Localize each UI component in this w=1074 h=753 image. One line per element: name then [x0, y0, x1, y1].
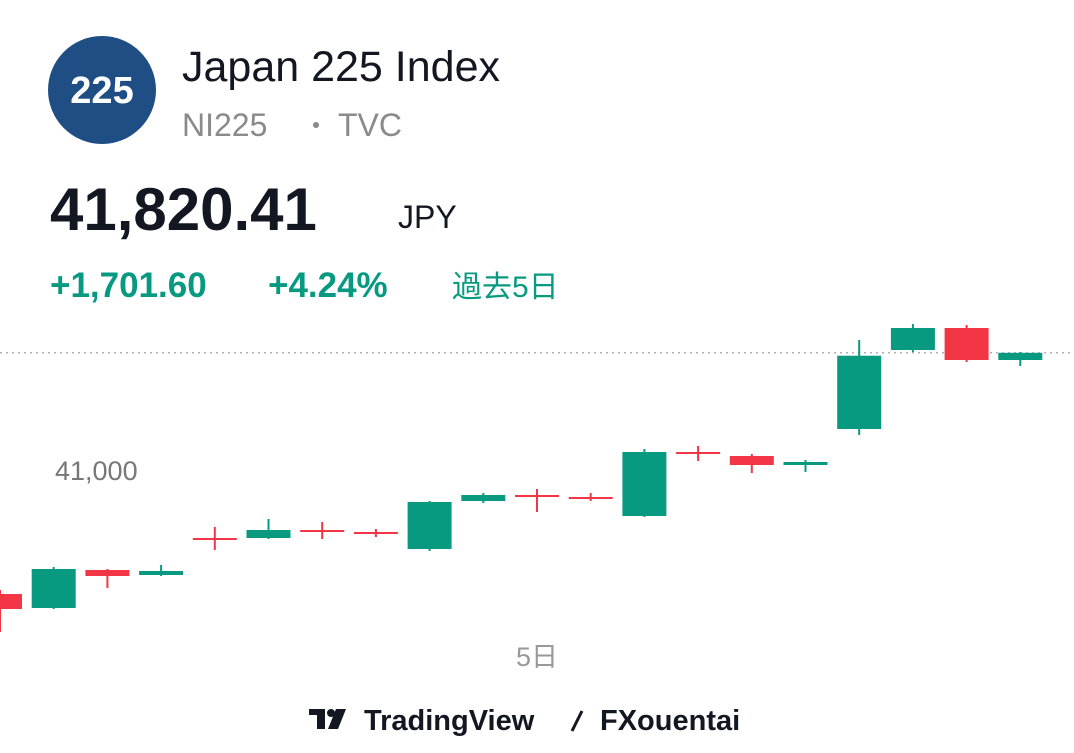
candle-body [0, 594, 22, 609]
footer-author: FXouentai [600, 705, 740, 737]
candle-body [407, 502, 452, 549]
x-tick-label: 5日 [516, 642, 558, 672]
logo-part [327, 709, 335, 717]
plot: 41,000 5日 [0, 324, 1074, 672]
logo-part [317, 709, 325, 729]
tv-logo [309, 709, 346, 729]
candle-body [515, 495, 559, 497]
candle-body [192, 538, 237, 540]
y-tick-label: 41,000 [55, 456, 138, 486]
candle-body [353, 532, 398, 534]
change-percent: +4.24% [268, 266, 388, 305]
separator-dot [313, 122, 319, 128]
logo-part [328, 709, 346, 729]
candle-body [729, 456, 774, 465]
change: +1,701.60 [50, 266, 207, 305]
symbol: NI225 [182, 107, 267, 143]
candle-body [139, 571, 184, 575]
candle-body [676, 452, 721, 454]
logo-text: 225 [70, 70, 133, 112]
candle-body [568, 497, 613, 499]
candle-body [783, 462, 828, 465]
logo-circle [48, 36, 156, 144]
currency: JPY [398, 199, 457, 235]
candle-body [890, 328, 935, 350]
candle-body [944, 328, 989, 360]
footer-slash [570, 710, 584, 732]
candle-body [31, 569, 76, 608]
exchange: TVC [338, 107, 402, 143]
candle-body [998, 352, 1043, 360]
price: 41,820.41 [50, 176, 317, 243]
title: Japan 225 Index [182, 43, 500, 91]
candle-body [622, 452, 667, 516]
candle-body [461, 495, 506, 501]
candle-body [300, 530, 345, 532]
candle-body [85, 570, 130, 576]
period: 過去5日 [452, 271, 559, 304]
candle-body [246, 530, 291, 538]
footer-brand: TradingView [364, 705, 535, 737]
candle-body [837, 355, 882, 429]
